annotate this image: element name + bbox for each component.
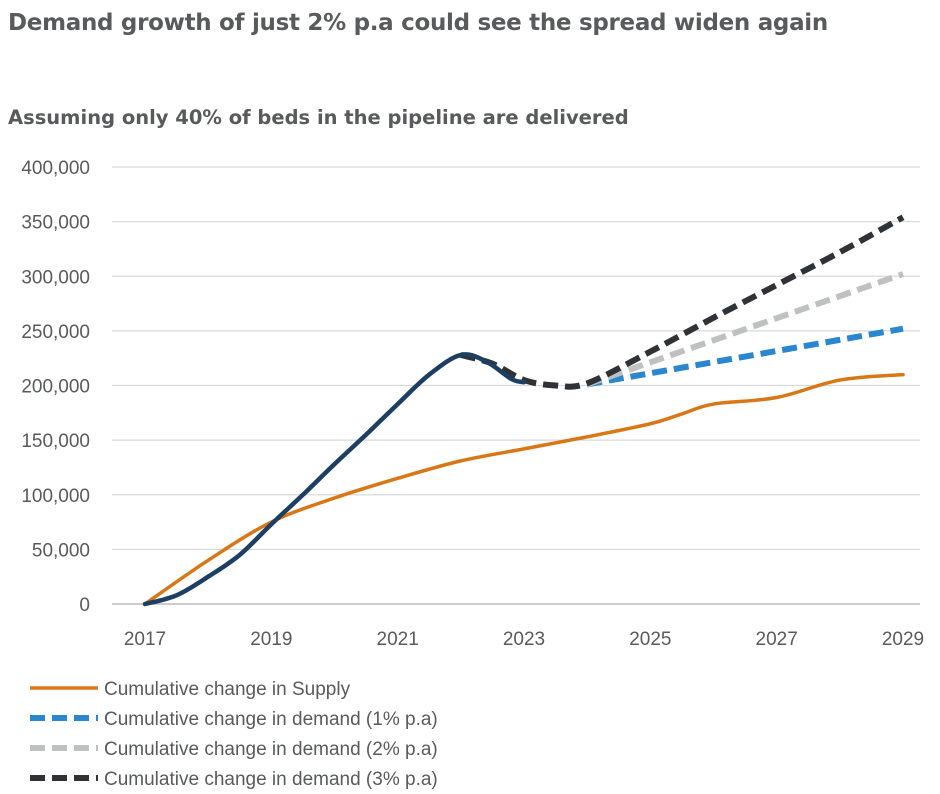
- y-tick-label: 200,000: [21, 377, 90, 398]
- x-tick-label: 2027: [756, 629, 798, 650]
- y-tick-label: 350,000: [21, 213, 90, 234]
- series-line-3: [460, 214, 905, 390]
- series-line-1: [586, 325, 904, 388]
- legend-label-3: Cumulative change in demand (3% p.a): [104, 769, 438, 790]
- x-tick-label: 2025: [629, 629, 671, 650]
- y-tick-label: 100,000: [21, 486, 90, 507]
- x-tick-label: 2023: [503, 629, 545, 650]
- y-tick-label: 300,000: [21, 267, 90, 288]
- chart-subtitle: Assuming only 40% of beds in the pipelin…: [8, 106, 629, 129]
- y-tick-label: 250,000: [21, 322, 90, 343]
- x-tick-label: 2017: [124, 629, 166, 650]
- legend-label-2: Cumulative change in demand (2% p.a): [104, 739, 438, 760]
- y-tick-label: 400,000: [21, 158, 90, 179]
- y-tick-label: 50,000: [32, 540, 90, 561]
- series-line-0: [143, 372, 905, 606]
- series-line-2: [586, 271, 904, 388]
- y-tick-label: 0: [79, 595, 90, 616]
- x-tick-label: 2029: [882, 629, 924, 650]
- y-tick-label: 150,000: [21, 431, 90, 452]
- series-line-4: [142, 352, 527, 607]
- legend-label-1: Cumulative change in demand (1% p.a): [104, 709, 438, 730]
- chart-title: Demand growth of just 2% p.a could see t…: [8, 10, 828, 36]
- legend-label-0: Cumulative change in Supply: [104, 679, 351, 700]
- x-tick-label: 2021: [377, 629, 419, 650]
- x-tick-label: 2019: [250, 629, 292, 650]
